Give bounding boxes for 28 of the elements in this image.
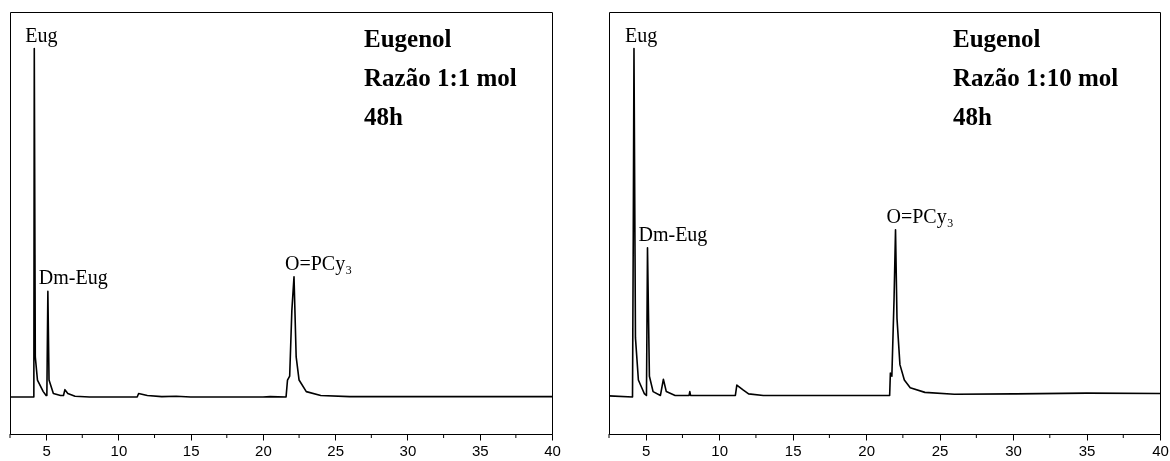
annotation: Eug <box>624 23 658 47</box>
annotation: O=PCy₃ <box>886 204 954 228</box>
x-tick-label: 30 <box>399 441 417 459</box>
annotation: O=PCy₃ <box>285 251 353 275</box>
x-tick-label: 35 <box>471 441 489 459</box>
x-tick-label: 20 <box>858 441 875 459</box>
annotation: Eug <box>25 23 58 47</box>
annotation: Razão 1:1 mol <box>364 64 517 91</box>
annotation: Dm-Eug <box>638 222 708 246</box>
annotation: 48h <box>953 103 992 130</box>
x-tick-label: 20 <box>255 441 272 459</box>
x-tick-label: 5 <box>42 441 51 459</box>
x-tick-label: 25 <box>931 441 949 459</box>
annotation: Eugenol <box>364 25 452 52</box>
x-tick-label: 10 <box>110 441 128 459</box>
annotation: 48h <box>364 103 403 130</box>
x-tick-label: 40 <box>1152 441 1169 459</box>
x-tick-label: 15 <box>182 441 200 459</box>
x-tick-label: 30 <box>1005 441 1022 459</box>
x-tick-label: 35 <box>1078 441 1096 459</box>
x-tick-label: 10 <box>711 441 729 459</box>
x-tick-label: 15 <box>784 441 802 459</box>
x-tick-label: 40 <box>544 441 561 459</box>
annotation: Eugenol <box>953 25 1041 52</box>
annotation: Dm-Eug <box>38 266 108 290</box>
x-tick-label: 5 <box>642 441 651 459</box>
x-tick-label: 25 <box>327 441 345 459</box>
annotation: Razão 1:10 mol <box>953 64 1119 91</box>
